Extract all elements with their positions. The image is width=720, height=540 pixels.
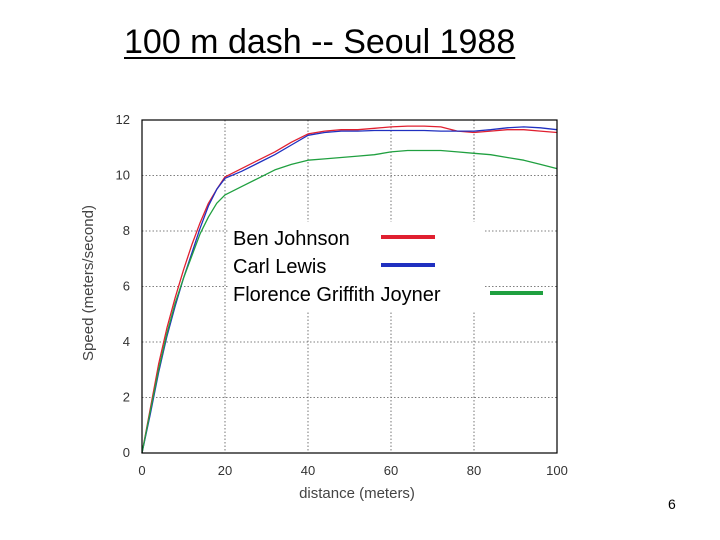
y-tick-label: 0 [123,445,130,460]
series-line-florence-griffith-joyner [141,149,558,454]
y-axis-label: Speed (meters/second) [80,205,97,361]
x-tick-label: 100 [546,463,568,478]
x-tick-label: 20 [218,463,232,478]
legend-label-carl-lewis: Carl Lewis [233,256,326,278]
y-tick-labels: 0 2 4 6 8 10 12 [116,112,130,460]
x-axis-label: distance (meters) [299,485,415,502]
y-tick-label: 2 [123,390,130,405]
plot-frame [141,119,558,454]
y-tick-label: 10 [116,168,130,183]
x-tick-labels: 0 20 40 60 80 100 [138,463,567,478]
x-tick-label: 80 [467,463,481,478]
slide-title: 100 m dash -- Seoul 1988 [124,23,516,61]
x-tick-label: 60 [384,463,398,478]
legend-label-ben-johnson: Ben Johnson [233,228,350,250]
x-tick-label: 0 [138,463,145,478]
page-number: 6 [668,496,676,512]
series-lines [141,125,558,454]
y-tick-label: 6 [123,279,130,294]
legend-background [229,222,485,312]
legend: Ben Johnson Carl Lewis Florence Griffith J… [229,222,543,312]
legend-label-florence-griffith-joyner: Florence Griffith Joyner [233,284,441,306]
y-tick-label: 4 [123,334,130,349]
x-tick-label: 40 [301,463,315,478]
y-tick-label: 12 [116,112,130,127]
y-tick-label: 8 [123,223,130,238]
series-line-ben-johnson [141,125,558,454]
